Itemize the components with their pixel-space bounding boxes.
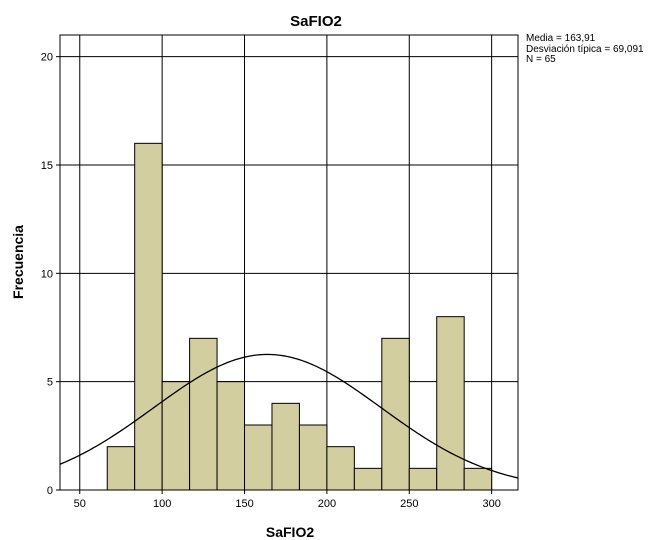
y-axis-label: Frecuencia	[10, 225, 26, 299]
x-tick-label: 100	[153, 498, 171, 510]
sd-text: Desviación típica = 69,091	[526, 43, 644, 55]
histogram-bar	[463, 467, 493, 491]
histogram-bar	[189, 337, 218, 491]
histogram-bar	[381, 337, 410, 491]
stats-legend: Media = 163,91 Desviación típica = 69,09…	[526, 33, 644, 66]
n-text: N = 65	[526, 54, 556, 65]
histogram-bar	[326, 446, 355, 491]
x-axis-ticks: 50 100 150 200 250 300	[74, 490, 501, 510]
y-tick-label: 15	[41, 160, 53, 172]
x-tick-label: 300	[482, 498, 500, 510]
chart-title: SaFIO2	[290, 13, 342, 30]
x-tick-label: 200	[318, 498, 336, 510]
histogram-bar	[271, 402, 300, 491]
y-tick-label: 0	[47, 485, 53, 497]
histogram-bar	[408, 467, 438, 491]
y-tick-label: 10	[41, 268, 53, 280]
plot-frame	[59, 34, 519, 491]
histogram-bar	[244, 424, 273, 491]
x-tick-label: 50	[74, 498, 86, 510]
y-axis-ticks: 0 5 10 15 20	[41, 52, 60, 497]
x-axis-label: SaFIO2	[266, 524, 314, 540]
x-tick-label: 150	[235, 498, 253, 510]
histogram-bar	[106, 446, 136, 491]
histogram-bar	[298, 424, 328, 491]
histogram-bar	[216, 381, 246, 491]
histogram-bar	[436, 316, 465, 491]
y-tick-label: 20	[41, 52, 53, 64]
histogram-bar	[353, 467, 383, 491]
x-tick-label: 250	[400, 498, 418, 510]
normal-curve	[59, 353, 519, 479]
mean-text: Media = 163,91	[526, 33, 596, 44]
histogram-bar	[134, 142, 163, 491]
y-tick-label: 5	[47, 377, 53, 389]
histogram-bars	[106, 142, 493, 491]
